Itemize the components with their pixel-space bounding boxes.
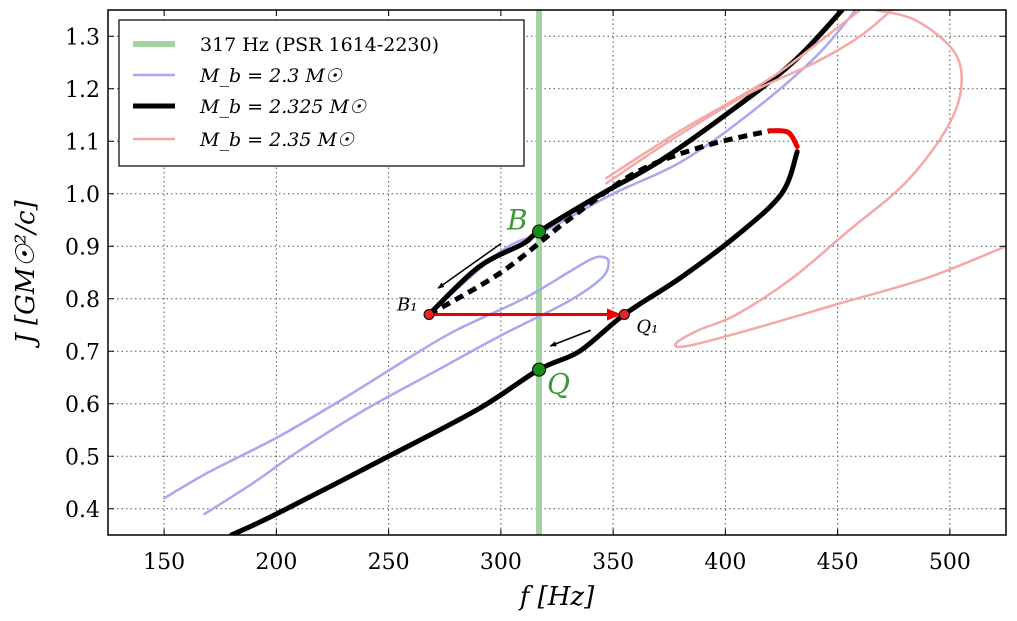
axis-ticks: 150 200 250 300 350 400 450 500 0.4 0.5 0.6 0.7 0.8 0… — [65, 10, 1006, 575]
series-line-4-0 — [605, 10, 862, 180]
y-tick-label: 1.2 — [65, 78, 100, 103]
series-line-4-2 — [674, 10, 1006, 349]
point-marker-2 — [423, 309, 435, 320]
x-tick-label: 450 — [817, 550, 859, 575]
x-tick-label: 150 — [143, 550, 185, 575]
x-tick-label: 500 — [929, 550, 971, 575]
point-marker-1 — [532, 362, 547, 377]
x-tick-label: 400 — [704, 550, 746, 575]
y-tick-label: 0.4 — [65, 498, 100, 523]
legend: 317 Hz (PSR 1614-2230) M_b = 2.3 M☉ M_b … — [118, 19, 525, 167]
series-line-0-0 — [162, 255, 610, 516]
y-tick-label: 1.0 — [65, 183, 100, 208]
x-axis-label: f [Hz] — [518, 582, 595, 612]
plot-area — [162, 10, 1006, 535]
y-axis-label: J [GM☉²/c] — [11, 199, 41, 348]
x-tick-label: 250 — [368, 550, 410, 575]
y-tick-label: 1.1 — [65, 130, 100, 155]
plot-frame — [107, 9, 1007, 536]
point-label-0: B — [506, 204, 528, 237]
legend-label-3: M_b = 2.35 M☉ — [199, 129, 355, 151]
series-line-4-1 — [605, 10, 893, 185]
point-label-1: Q — [547, 368, 570, 401]
point-marker-3 — [618, 309, 630, 320]
y-tick-label: 0.8 — [65, 288, 100, 313]
y-tick-label: 1.3 — [65, 25, 100, 50]
y-tick-label: 0.7 — [65, 340, 100, 365]
y-tick-label: 0.5 — [65, 445, 100, 470]
series-line-2-0 — [427, 128, 771, 317]
series-line-3-0 — [767, 128, 800, 149]
y-tick-label: 0.6 — [65, 393, 100, 418]
x-tick-label: 200 — [255, 550, 297, 575]
legend-label-1: M_b = 2.3 M☉ — [199, 65, 343, 87]
x-tick-label: 350 — [592, 550, 634, 575]
legend-label-0: 317 Hz (PSR 1614-2230) — [200, 34, 439, 56]
arrow-2 — [549, 329, 591, 347]
point-label-2: B₁ — [396, 295, 417, 316]
legend-label-2: M_b = 2.325 M☉ — [199, 96, 367, 118]
point-marker-0 — [532, 224, 547, 239]
arrow-1 — [437, 243, 502, 289]
series-line-1-1 — [229, 149, 800, 535]
point-label-3: Q₁ — [636, 317, 658, 338]
x-tick-label: 300 — [480, 550, 522, 575]
y-tick-label: 0.9 — [65, 235, 100, 260]
legend-box — [118, 19, 525, 167]
